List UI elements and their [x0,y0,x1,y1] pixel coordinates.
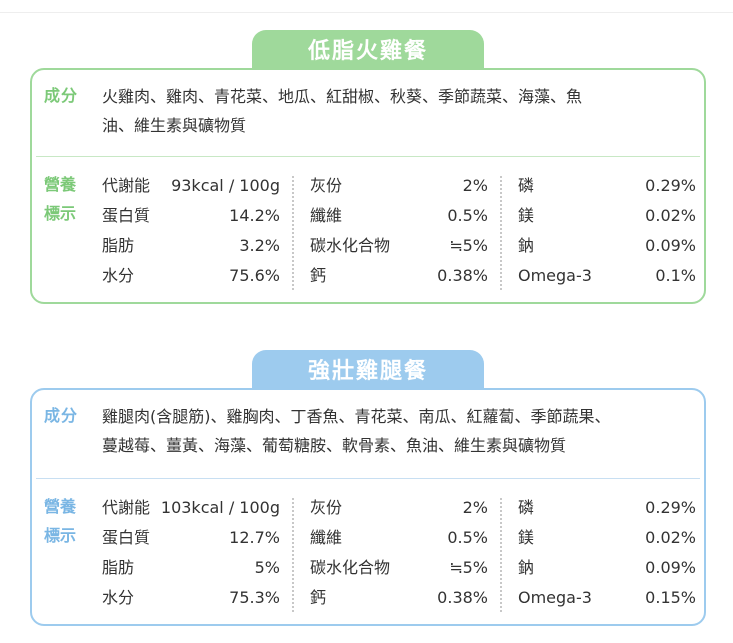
product-info-box: 成分 火雞肉、雞肉、青花菜、地瓜、紅甜椒、秋葵、季節蔬菜、海藻、魚 油、維生素與… [30,68,706,304]
nutrition-column-1: 代謝能 93kcal / 100g 蛋白質 14.2% 脂肪 3.2% 水分 75.6% [102,171,280,291]
section-divider [36,156,700,157]
ingredients-line: 雞腿肉(含腿筋)、雞胸肉、丁香魚、青花菜、南瓜、紅蘿蔔、季節蔬果、 [102,407,611,426]
top-rule [0,12,733,13]
nutrition-column-3: 磷 0.29% 鎂 0.02% 鈉 0.09% Omega-3 0.1% [518,171,696,291]
ingredients-line: 火雞肉、雞肉、青花菜、地瓜、紅甜椒、秋葵、季節蔬菜、海藻、魚 [102,87,583,106]
nutrient-row: 鈉 0.09% [518,558,696,577]
nutrition-column-2: 灰份 2% 纖維 0.5% 碳水化合物 ≒5% 鈣 0.38% [310,171,488,291]
nutrient-row: 代謝能 103kcal / 100g [102,498,280,517]
nutrient-row: 碳水化合物 ≒5% [310,236,488,255]
nutrition-label: 營養 標示 [44,497,77,545]
nutrition-column-2: 灰份 2% 纖維 0.5% 碳水化合物 ≒5% 鈣 0.38% [310,493,488,613]
ingredients-line: 蔓越莓、薑黃、海藻、葡萄糖胺、軟骨素、魚油、維生素與礦物質 [102,436,567,455]
nutrient-row: 鎂 0.02% [518,528,696,547]
column-separator [500,498,502,612]
nutrition-column-3: 磷 0.29% 鎂 0.02% 鈉 0.09% Omega-3 0.15% [518,493,696,613]
nutrient-row: 鎂 0.02% [518,206,696,225]
ingredients-label: 成分 [44,406,79,425]
nutrient-row: 磷 0.29% [518,498,696,517]
nutrient-row: 脂肪 3.2% [102,236,280,255]
nutrient-row: 磷 0.29% [518,176,696,195]
nutrient-row: 蛋白質 14.2% [102,206,280,225]
nutrient-row: Omega-3 0.1% [518,266,696,285]
nutrient-row: 灰份 2% [310,498,488,517]
product-card-turkey: 低脂火雞餐 成分 火雞肉、雞肉、青花菜、地瓜、紅甜椒、秋葵、季節蔬菜、海藻、魚 … [0,30,733,310]
nutrient-row: 纖維 0.5% [310,206,488,225]
nutrient-row: 碳水化合物 ≒5% [310,558,488,577]
nutrient-row: 灰份 2% [310,176,488,195]
nutrient-row: 鈣 0.38% [310,588,488,607]
nutrient-row: 鈣 0.38% [310,266,488,285]
nutrition-label: 營養 標示 [44,175,77,223]
nutrient-row: 水分 75.3% [102,588,280,607]
nutrient-row: 水分 75.6% [102,266,280,285]
product-card-chicken-leg: 強壯雞腿餐 成分 雞腿肉(含腿筋)、雞胸肉、丁香魚、青花菜、南瓜、紅蘿蔔、季節蔬… [0,350,733,635]
nutrient-row: 纖維 0.5% [310,528,488,547]
ingredients-line: 油、維生素與礦物質 [102,116,247,135]
nutrition-column-1: 代謝能 103kcal / 100g 蛋白質 12.7% 脂肪 5% 水分 75.3% [102,493,280,613]
ingredients-text: 雞腿肉(含腿筋)、雞胸肉、丁香魚、青花菜、南瓜、紅蘿蔔、季節蔬果、 蔓越莓、薑黃… [102,402,698,460]
product-info-box: 成分 雞腿肉(含腿筋)、雞胸肉、丁香魚、青花菜、南瓜、紅蘿蔔、季節蔬果、 蔓越莓… [30,388,706,626]
ingredients-text: 火雞肉、雞肉、青花菜、地瓜、紅甜椒、秋葵、季節蔬菜、海藻、魚 油、維生素與礦物質 [102,82,698,140]
nutrient-row: 脂肪 5% [102,558,280,577]
ingredients-label: 成分 [44,86,79,105]
nutrient-row: 蛋白質 12.7% [102,528,280,547]
section-divider [36,478,700,479]
column-separator [292,498,294,612]
nutrient-row: 代謝能 93kcal / 100g [102,176,280,195]
nutrient-row: Omega-3 0.15% [518,588,696,607]
column-separator [500,176,502,290]
nutrient-row: 鈉 0.09% [518,236,696,255]
column-separator [292,176,294,290]
